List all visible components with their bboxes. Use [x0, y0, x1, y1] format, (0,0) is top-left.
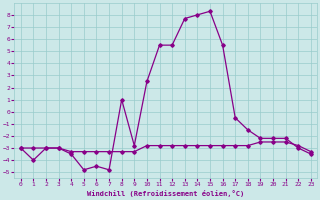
X-axis label: Windchill (Refroidissement éolien,°C): Windchill (Refroidissement éolien,°C) [87, 190, 244, 197]
